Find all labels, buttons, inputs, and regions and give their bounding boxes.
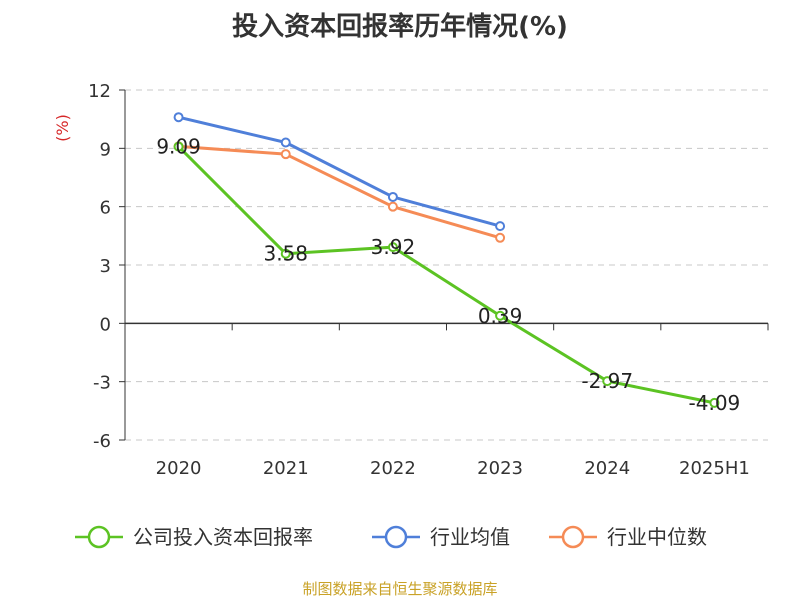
data-point [602, 376, 613, 387]
y-tick-label: 12 [88, 81, 111, 102]
legend: 公司投入资本回报率 行业均值 行业中位数 [75, 525, 707, 549]
x-tick-label: 2020 [156, 458, 202, 479]
y-tick-label: 0 [100, 314, 111, 335]
chart-title: 投入资本回报率历年情况(%) [232, 12, 568, 42]
data-labels: 9.09 3.58 3.92 0.39 -2.97 -4.09 [156, 135, 740, 415]
data-label: 9.09 [156, 135, 201, 159]
data-label: -2.97 [581, 369, 633, 393]
data-point [387, 201, 398, 212]
data-label: 3.58 [263, 242, 308, 266]
series-line-2 [178, 144, 501, 240]
legend-swatch-marker [561, 525, 585, 549]
data-point [280, 248, 291, 259]
y-tick-label: 3 [100, 256, 111, 277]
y-tick-label: -6 [93, 431, 111, 452]
x-tick-label: 2021 [263, 458, 309, 479]
y-tick-label: 9 [100, 139, 111, 160]
source-note: 制图数据来自恒生聚源数据库 [302, 580, 498, 598]
y-tick-label: 6 [100, 198, 111, 219]
data-label: 3.92 [371, 235, 416, 259]
data-label: 0.39 [478, 304, 523, 328]
data-point [495, 232, 506, 243]
data-points [173, 112, 720, 408]
data-point [280, 149, 291, 160]
x-tick-label: 2022 [370, 458, 416, 479]
data-point [387, 191, 398, 202]
grid-lines [125, 89, 768, 441]
x-tick-label: 2025H1 [679, 458, 750, 479]
data-point [280, 137, 291, 148]
x-tick-label: 2023 [477, 458, 523, 479]
data-point [495, 310, 506, 321]
y-tick-label: -3 [93, 373, 111, 394]
legend-swatch-marker [384, 525, 408, 549]
legend-swatch-marker [87, 525, 111, 549]
data-point [495, 221, 506, 232]
data-point [387, 242, 398, 253]
data-label: -4.09 [689, 391, 741, 415]
axes: 12 9 6 3 0 -3 -6 (%) 2020 2021 2022 2023 2024 2025H1 [53, 81, 769, 479]
y-axis-label: (%) [53, 114, 72, 142]
series-line-1 [178, 115, 501, 228]
data-point [173, 141, 184, 152]
data-point [709, 397, 720, 408]
series-lines [177, 115, 715, 405]
data-point [173, 112, 184, 123]
legend-label: 行业均值 [430, 525, 510, 549]
x-tick-label: 2024 [584, 458, 630, 479]
legend-label: 公司投入资本回报率 [133, 525, 313, 549]
series-line-0 [177, 145, 715, 405]
legend-label: 行业中位数 [607, 525, 707, 549]
